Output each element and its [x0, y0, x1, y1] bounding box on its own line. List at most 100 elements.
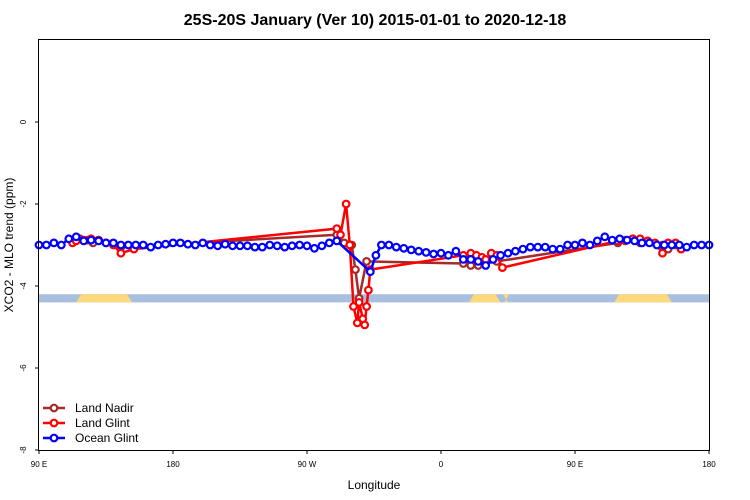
y-tick-label: -2	[19, 200, 28, 208]
data-point	[481, 261, 491, 270]
land-segment	[76, 294, 133, 303]
data-point	[667, 240, 677, 250]
data-point	[555, 244, 565, 254]
data-point	[525, 242, 535, 252]
data-point	[697, 240, 706, 250]
surface-band	[39, 294, 709, 303]
data-point	[64, 234, 74, 244]
data-point	[146, 242, 156, 252]
data-point	[436, 248, 446, 258]
data-point	[360, 320, 370, 330]
data-point	[362, 257, 372, 266]
y-tick-label: -6	[19, 364, 28, 372]
data-point	[503, 248, 513, 258]
data-point	[94, 236, 103, 246]
data-point	[213, 241, 223, 251]
plot-frame	[38, 39, 710, 451]
data-point	[637, 238, 647, 248]
legend-item: Land Nadir	[43, 401, 134, 415]
data-point	[689, 240, 699, 250]
data-point	[324, 238, 334, 248]
legend-label: Ocean Glint	[75, 431, 139, 445]
legend-item: Ocean Glint	[43, 431, 139, 445]
data-point	[205, 240, 215, 250]
legend-label: Land Glint	[75, 416, 130, 430]
data-point	[351, 265, 360, 275]
land-segment	[468, 294, 501, 303]
series-layer	[34, 199, 714, 330]
data-point	[108, 238, 118, 248]
data-point	[79, 236, 89, 246]
data-point	[183, 239, 193, 249]
data-point	[592, 236, 602, 246]
land-segment	[503, 294, 510, 303]
data-point	[250, 242, 260, 252]
data-point	[56, 240, 66, 250]
y-tick-label: 0	[19, 119, 28, 124]
x-tick-label: 90 W	[298, 460, 317, 469]
data-point	[71, 232, 81, 242]
land-segment	[614, 294, 672, 303]
data-point	[198, 238, 208, 248]
series-ocean-glint	[34, 232, 714, 277]
data-point	[168, 238, 178, 248]
data-point	[429, 249, 439, 259]
data-point	[101, 238, 111, 248]
legend-label: Land Nadir	[75, 401, 134, 415]
data-point	[280, 242, 290, 252]
data-point	[265, 240, 275, 250]
data-point	[116, 240, 126, 250]
data-point	[332, 236, 342, 246]
data-point	[138, 240, 148, 250]
data-point	[272, 241, 282, 251]
chart-title: 25S-20S January (Ver 10) 2015-01-01 to 2…	[184, 12, 567, 29]
data-point	[548, 244, 558, 254]
x-tick-label: 90 E	[31, 460, 47, 469]
y-axis-label: XCO2 - MLO trend (ppm)	[2, 178, 16, 313]
x-tick-label: 90 E	[567, 460, 583, 469]
data-point	[645, 238, 654, 248]
data-point	[86, 235, 96, 245]
data-point	[345, 240, 355, 250]
data-point	[377, 240, 386, 250]
y-tick-label: -4	[19, 282, 28, 290]
legend-marker	[49, 433, 59, 443]
data-point	[131, 240, 141, 250]
data-point	[42, 240, 51, 250]
data-point	[49, 238, 59, 248]
data-point	[399, 243, 409, 253]
data-point	[362, 302, 372, 311]
data-point	[540, 242, 550, 252]
data-point	[228, 241, 238, 251]
x-tick-label: 0	[439, 460, 444, 469]
data-point	[570, 240, 580, 250]
data-point	[220, 239, 230, 249]
data-point	[235, 241, 245, 251]
data-point	[287, 241, 297, 251]
data-point	[336, 230, 345, 240]
data-point	[630, 236, 639, 246]
data-point	[615, 234, 625, 244]
data-point	[414, 246, 424, 256]
x-tick-label: 180	[166, 460, 180, 469]
x-axis: 90 E 180 90 W 0 90 E 180	[31, 450, 716, 469]
data-point	[175, 238, 185, 248]
data-point	[421, 247, 431, 257]
x-tick-label: 180	[702, 460, 716, 469]
data-point	[473, 257, 483, 266]
data-point	[302, 241, 312, 251]
data-point	[451, 246, 461, 256]
data-point	[607, 235, 617, 245]
data-point	[444, 250, 453, 260]
y-tick-label: -8	[19, 446, 28, 454]
data-point	[295, 240, 305, 250]
data-point	[652, 240, 662, 250]
data-point	[658, 248, 667, 258]
data-point	[458, 255, 468, 264]
data-point	[349, 302, 358, 311]
data-point	[123, 240, 133, 250]
data-point	[578, 238, 587, 248]
data-point	[659, 240, 669, 250]
data-point	[341, 199, 351, 209]
legend-marker	[49, 418, 59, 428]
